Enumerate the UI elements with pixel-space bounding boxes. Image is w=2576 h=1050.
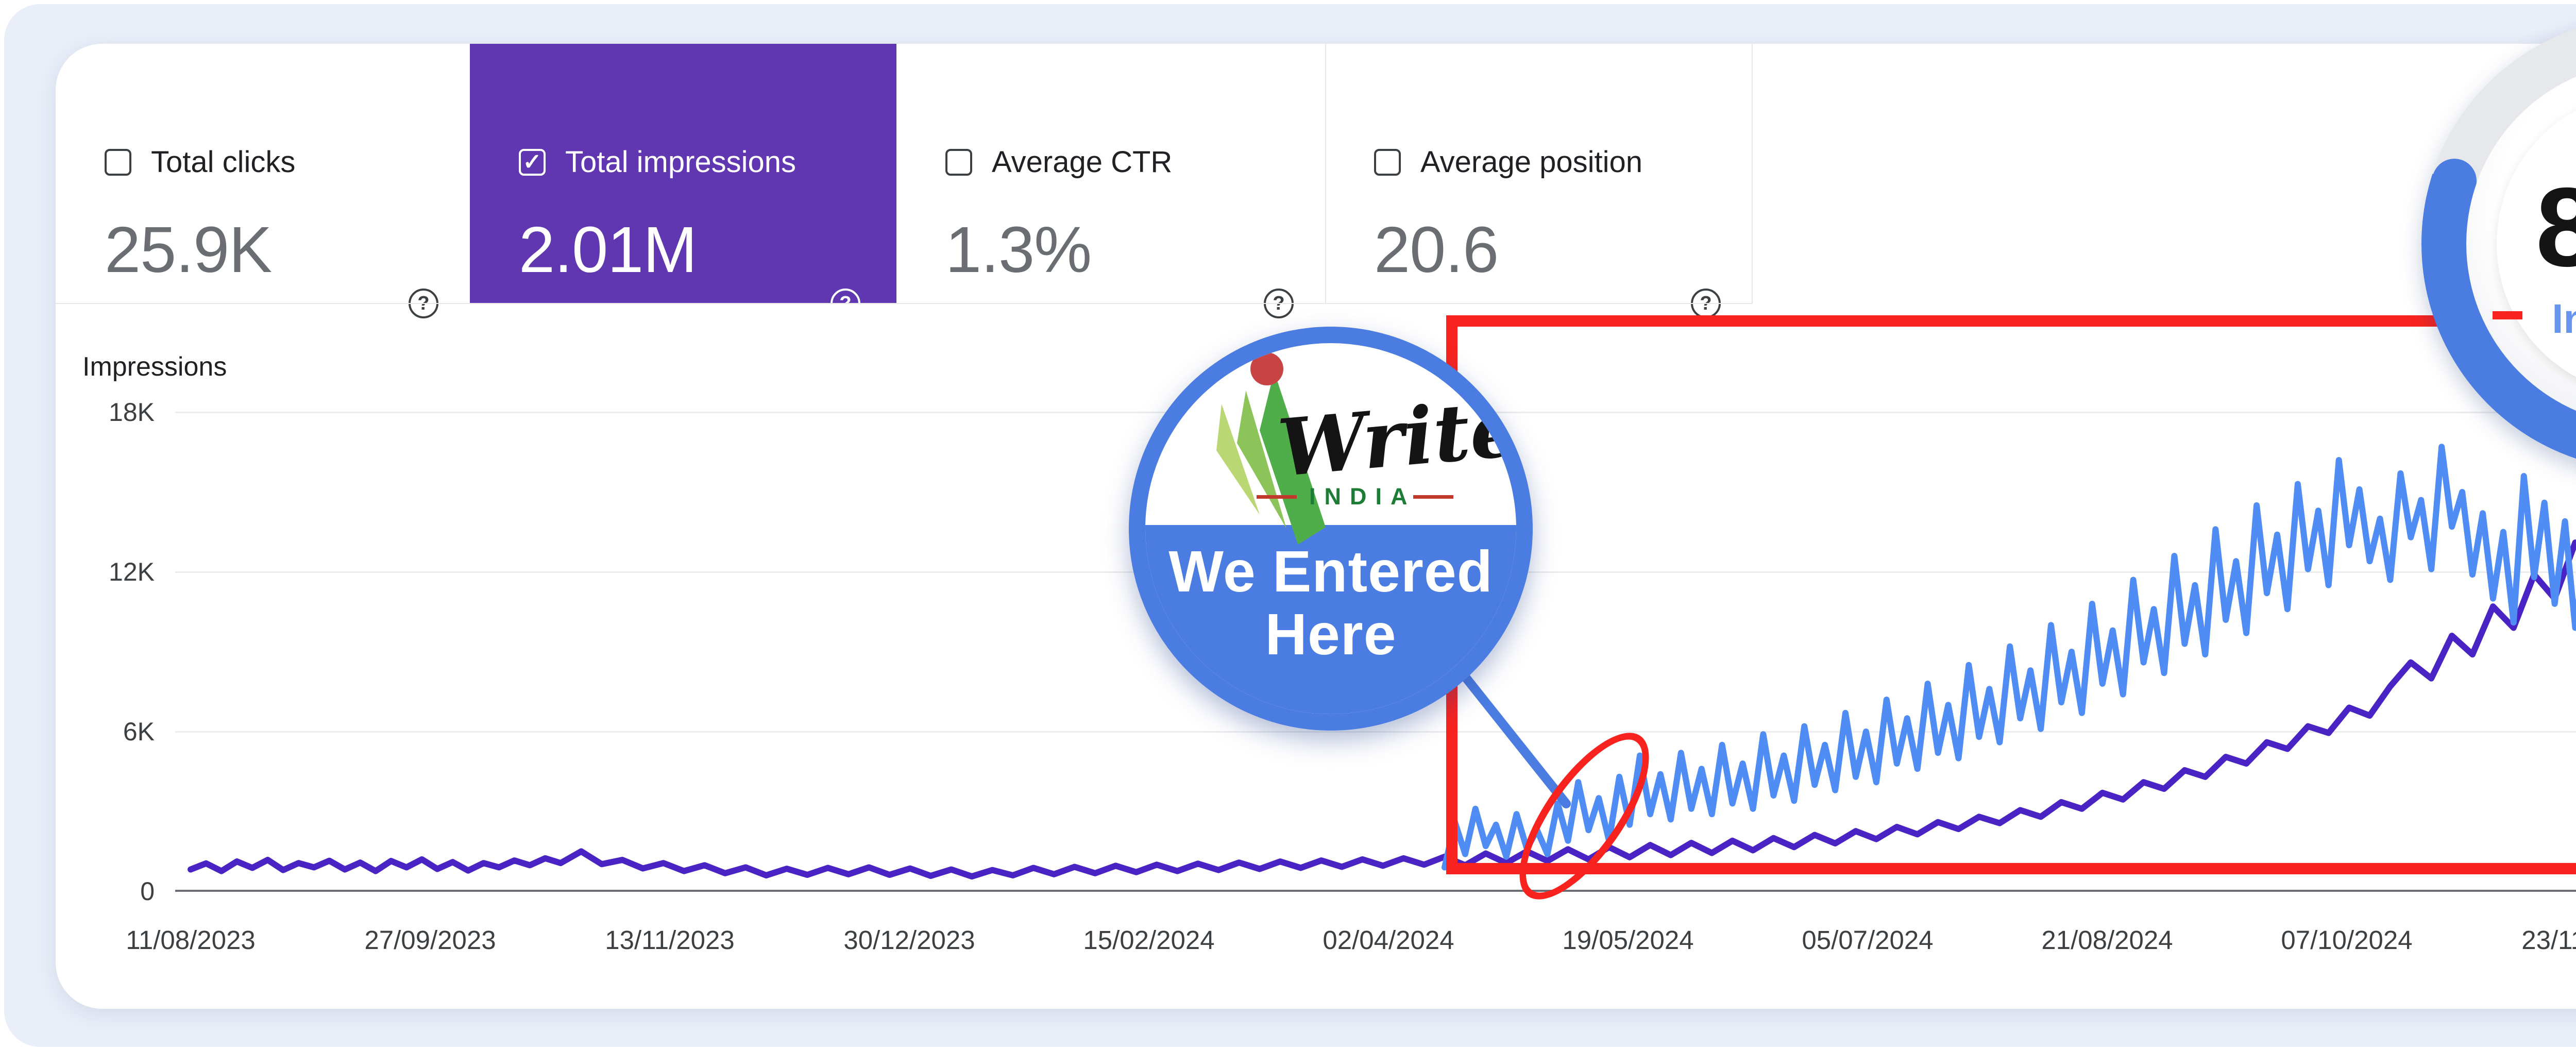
average-position-checkbox[interactable] <box>1374 148 1401 176</box>
logo-dash-left <box>1257 495 1297 499</box>
we-entered-here-badge: Write INDIA We Entered Here <box>1129 327 1533 731</box>
x-tick-label: 23/11/2024 <box>2521 925 2576 955</box>
logo-country-text: INDIA <box>1309 483 1416 510</box>
metric-label: Total clicks <box>151 145 296 179</box>
metric-label: Average position <box>1420 145 1643 179</box>
metric-value: 25.9K <box>105 213 272 286</box>
x-tick-label: 13/11/2023 <box>605 925 735 955</box>
increase-caption: Increased <box>2552 296 2576 342</box>
metrics-row-divider <box>56 303 1753 304</box>
badge-bottom-band <box>1145 524 1516 714</box>
metric-value: 2.01M <box>519 213 697 286</box>
y-tick-label: 6K <box>123 717 155 746</box>
total-impressions-checkbox[interactable]: ✓ <box>519 148 546 176</box>
x-tick-label: 30/12/2023 <box>843 925 975 955</box>
impressions-trend-purple <box>188 539 2576 880</box>
arc-cap <box>2432 159 2477 203</box>
metric-card-total-impressions[interactable]: ✓ Total impressions 2.01M ? <box>470 44 896 318</box>
x-tick-label: 21/08/2024 <box>2041 925 2173 955</box>
impressions-daily-blue <box>1442 444 2576 871</box>
x-tick-label: 11/08/2023 <box>126 925 256 955</box>
badge-caption-line2: Here <box>1265 602 1397 667</box>
x-axis-line <box>175 890 2576 892</box>
badge-caption-line1: We Entered <box>1168 539 1493 604</box>
total-clicks-checkbox[interactable] <box>105 148 131 176</box>
metric-label: Total impressions <box>565 145 796 179</box>
y-tick-label: 12K <box>109 557 155 586</box>
x-tick-label: 02/04/2024 <box>1323 925 1454 955</box>
metric-label: Average CTR <box>992 145 1173 179</box>
badge-inner-circle: Write INDIA We Entered Here <box>1145 343 1516 714</box>
logo-brand-text: Write <box>1275 381 1516 495</box>
increase-percent-value: 80% <box>2535 165 2576 290</box>
x-tick-label: 15/02/2024 <box>1083 925 1215 955</box>
highlight-rect-fragment <box>2493 311 2522 319</box>
metric-card-average-position[interactable]: Average position 20.6 ? <box>1325 44 1753 318</box>
logo-red-dot <box>1250 352 1283 385</box>
y-axis-title: Impressions <box>82 352 227 382</box>
metric-value: 1.3% <box>945 213 1092 286</box>
increase-progress-ring: 80% Increased <box>2421 17 2576 470</box>
average-ctr-checkbox[interactable] <box>945 148 972 176</box>
y-tick-label: 0 <box>140 877 155 906</box>
metric-card-average-ctr[interactable]: Average CTR 1.3% ? <box>896 44 1325 318</box>
x-tick-label: 27/09/2023 <box>364 925 496 955</box>
gridline <box>175 731 2576 733</box>
x-tick-label: 05/07/2024 <box>1802 925 1934 955</box>
metric-card-total-clicks[interactable]: Total clicks 25.9K ? <box>56 44 470 318</box>
metric-divider <box>1752 44 1753 303</box>
metric-value: 20.6 <box>1374 213 1499 286</box>
x-tick-label: 07/10/2024 <box>2281 925 2413 955</box>
metric-divider <box>1325 44 1326 303</box>
iwrite-india-logo: Write INDIA <box>1145 343 1516 545</box>
x-tick-label: 19/05/2024 <box>1562 925 1694 955</box>
logo-dash-right <box>1413 495 1453 499</box>
y-tick-label: 18K <box>109 398 155 427</box>
